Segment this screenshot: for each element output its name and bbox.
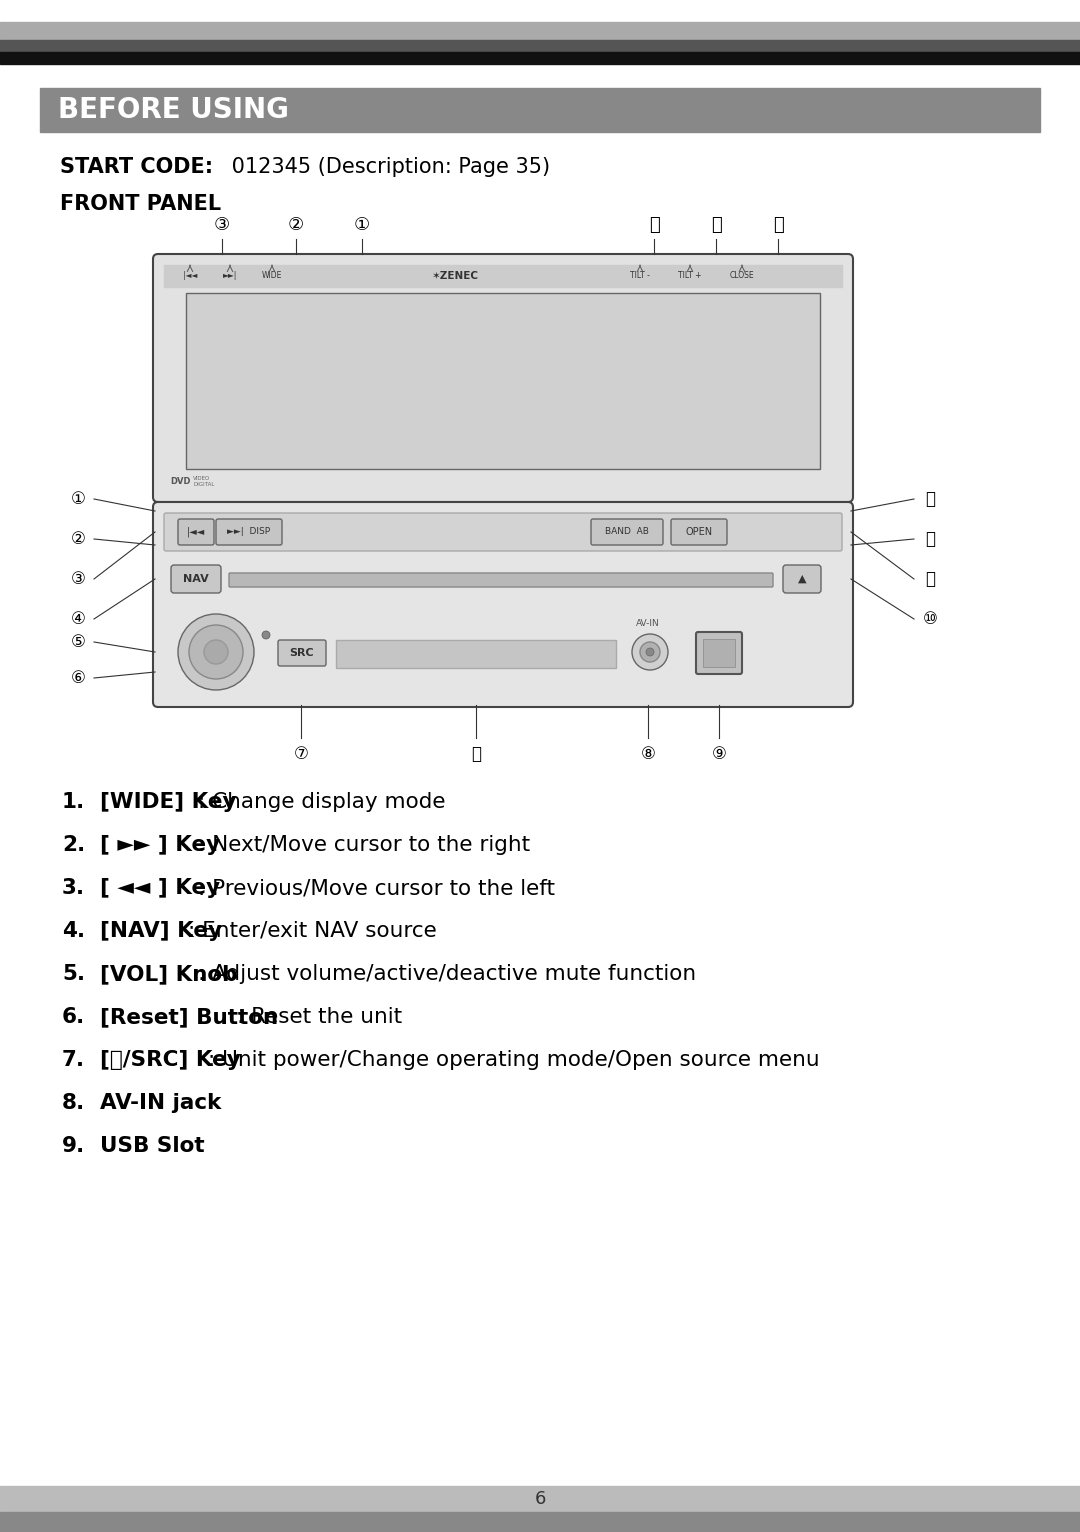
Bar [0,21,1080,40]
Text: 1.: 1. [62,792,85,812]
Text: [WIDE] Key: [WIDE] Key [100,792,237,812]
Bar [164,265,842,286]
Text: ⑬: ⑬ [649,216,660,234]
Circle shape [632,634,669,669]
Text: ①: ① [70,490,85,509]
Text: 6.: 6. [62,1007,85,1026]
Text: ⑨: ⑨ [712,745,727,763]
Text: ①: ① [354,216,370,234]
Text: ⑫: ⑫ [711,216,721,234]
Text: 4.: 4. [62,921,85,941]
Circle shape [189,625,243,679]
Bar [336,640,616,668]
Text: ⑦: ⑦ [294,745,309,763]
Text: WIDE: WIDE [261,271,282,280]
Text: 8.: 8. [62,1092,85,1114]
FancyBboxPatch shape [216,519,282,545]
FancyBboxPatch shape [783,565,821,593]
Text: ⑭: ⑭ [471,745,481,763]
Text: : Previous/Move cursor to the left: : Previous/Move cursor to the left [198,878,555,898]
Circle shape [178,614,254,689]
Bar [0,1512,1080,1532]
Text: DVD: DVD [170,476,190,486]
Text: : Change display mode: : Change display mode [198,792,446,812]
Text: ⑧: ⑧ [640,745,656,763]
FancyBboxPatch shape [153,254,853,502]
Text: 9.: 9. [62,1137,85,1157]
Text: ③: ③ [70,570,85,588]
FancyBboxPatch shape [229,573,773,587]
Text: START CODE:: START CODE: [60,156,213,178]
Text: ②: ② [288,216,305,234]
Text: ZE-NC514: ZE-NC514 [293,573,342,584]
Text: BAND  AB: BAND AB [605,527,649,536]
FancyBboxPatch shape [591,519,663,545]
Text: [ ►► ] Key: [ ►► ] Key [100,835,220,855]
FancyBboxPatch shape [696,633,742,674]
Text: ⑤: ⑤ [70,633,85,651]
Text: [Reset] Button: [Reset] Button [100,1007,279,1026]
Text: TILT -: TILT - [630,271,650,280]
Text: [ ◄◄ ] Key: [ ◄◄ ] Key [100,878,220,898]
Text: |◄◄: |◄◄ [183,271,198,280]
FancyBboxPatch shape [171,565,221,593]
Text: ⑩: ⑩ [922,610,937,628]
FancyBboxPatch shape [671,519,727,545]
Text: ►►|: ►►| [222,271,238,280]
Bar [0,52,1080,64]
Circle shape [646,648,654,656]
FancyBboxPatch shape [164,513,842,552]
Text: [⏻/SRC] Key: [⏻/SRC] Key [100,1049,241,1069]
Text: : Unit power/Change operating mode/Open source menu: : Unit power/Change operating mode/Open … [207,1049,820,1069]
Bar [186,293,820,469]
FancyBboxPatch shape [278,640,326,666]
Text: ③: ③ [214,216,230,234]
Text: 5.: 5. [62,964,85,984]
Text: ✶ZENEC: ✶ZENEC [432,271,478,280]
Text: : Next/Move cursor to the right: : Next/Move cursor to the right [198,835,530,855]
Text: USB Slot: USB Slot [100,1137,204,1157]
Circle shape [262,631,270,639]
Text: 6: 6 [535,1491,545,1507]
Text: SRC: SRC [289,648,314,659]
Text: NAV: NAV [184,574,208,584]
Text: |◄◄: |◄◄ [187,527,205,538]
Text: : Enter/exit NAV source: : Enter/exit NAV source [188,921,437,941]
Circle shape [640,642,660,662]
Bar [40,87,1040,132]
Text: VIDEO: VIDEO [193,475,211,481]
Text: ⑪: ⑪ [772,216,783,234]
Text: AV-IN jack: AV-IN jack [100,1092,221,1114]
Text: 3.: 3. [62,878,85,898]
Text: FRONT PANEL: FRONT PANEL [60,195,221,214]
Circle shape [204,640,228,663]
Text: ⑬: ⑬ [924,490,935,509]
Text: ▲: ▲ [798,574,807,584]
Bar [703,639,735,666]
Text: DIGITAL: DIGITAL [193,483,214,487]
Text: ⑫: ⑫ [924,530,935,548]
Text: 012345 (Description: Page 35): 012345 (Description: Page 35) [225,156,550,178]
Text: 7.: 7. [62,1049,85,1069]
Text: [NAV] Key: [NAV] Key [100,921,222,941]
Text: TILT +: TILT + [678,271,702,280]
Bar [0,40,1080,52]
Text: ⑪: ⑪ [924,570,935,588]
Text: ►►|  DISP: ►►| DISP [228,527,271,536]
Text: [VOL] Knob: [VOL] Knob [100,964,238,984]
FancyBboxPatch shape [178,519,214,545]
Text: ④: ④ [70,610,85,628]
Bar [0,1486,1080,1512]
Text: ⑥: ⑥ [70,669,85,686]
Text: : Adjust volume/active/deactive mute function: : Adjust volume/active/deactive mute fun… [198,964,697,984]
Text: ②: ② [70,530,85,548]
Bar [0,0,1080,21]
Text: BEFORE USING: BEFORE USING [58,97,288,124]
Text: : Reset the unit: : Reset the unit [238,1007,403,1026]
Text: OPEN: OPEN [686,527,713,538]
Text: CLOSE: CLOSE [730,271,754,280]
Text: 2.: 2. [62,835,85,855]
Text: AV-IN: AV-IN [636,619,660,628]
FancyBboxPatch shape [153,502,853,706]
